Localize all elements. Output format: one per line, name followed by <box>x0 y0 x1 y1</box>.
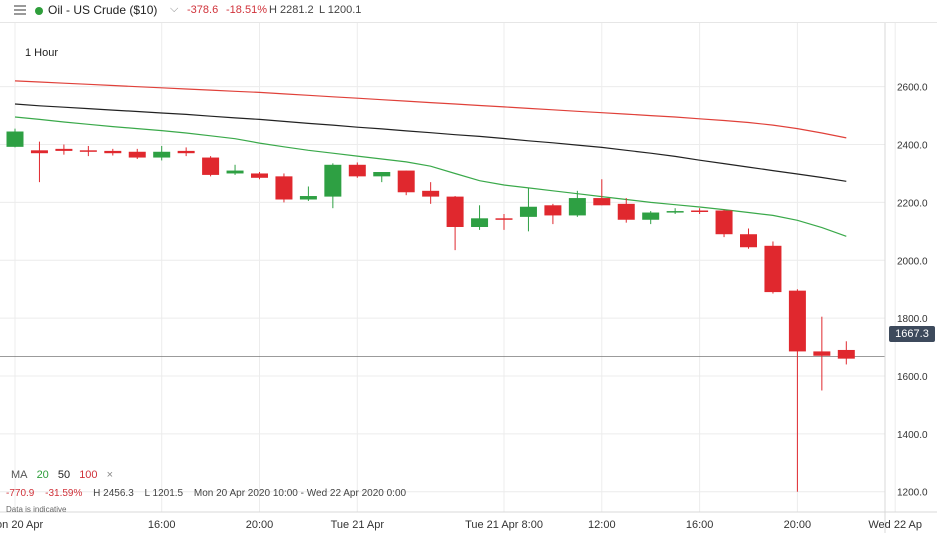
candle-body <box>715 210 733 235</box>
x-tick-label: Tue 21 Apr 8:00 <box>465 519 543 531</box>
moving-averages <box>0 80 885 357</box>
chevron-down-icon[interactable]: ⌵ <box>170 3 179 15</box>
candle-body <box>104 150 122 154</box>
candle-body <box>153 151 171 158</box>
candle-body <box>495 218 513 220</box>
header-change-pct: -18.51% <box>226 4 267 16</box>
candle-body <box>544 205 562 216</box>
x-tick-label: 20:00 <box>246 519 274 531</box>
candle-body <box>30 150 48 154</box>
x-tick-label: Wed 22 Ap <box>868 519 922 531</box>
candle-body <box>691 210 709 212</box>
data-indicative-note: Data is indicative <box>6 505 67 514</box>
ma-20-label[interactable]: 20 <box>36 469 49 481</box>
candle-body <box>617 203 635 220</box>
chart-grid <box>0 23 896 512</box>
candle-body <box>128 151 146 158</box>
market-open-icon <box>35 7 43 15</box>
candlesticks <box>6 128 855 492</box>
candle-body <box>593 198 611 206</box>
ma-100-line <box>14 80 847 139</box>
y-tick-label: 2600.0 <box>897 83 928 94</box>
candle-body <box>79 150 97 152</box>
candle-body <box>251 173 268 178</box>
ma-label: MA <box>11 469 28 481</box>
ma-20-line <box>14 116 847 237</box>
candle-body <box>568 198 586 216</box>
candle-body <box>666 211 684 213</box>
candle-body <box>446 196 464 227</box>
menu-icon[interactable] <box>14 5 26 15</box>
candle-body <box>837 349 855 359</box>
y-tick-label: 1200.0 <box>897 488 928 499</box>
candle-body <box>397 170 415 193</box>
candle-body <box>299 196 317 200</box>
price-axis: 1200.0 1400.0 1600.0 1800.0 2000.0 2200.0 2400… <box>884 23 928 533</box>
candle-body <box>202 157 220 175</box>
y-tick-label: 1600.0 <box>897 372 928 383</box>
x-tick-label: 12:00 <box>588 519 616 531</box>
header-low: L 1200.1 <box>319 4 362 16</box>
range-dates: Mon 20 Apr 2020 10:00 - Wed 22 Apr 2020 … <box>193 488 407 499</box>
header-change: -378.6 <box>187 4 219 16</box>
candle-body <box>324 164 342 197</box>
candle-body <box>6 131 24 147</box>
range-change-pct: -31.59% <box>45 488 83 499</box>
ma-legend: MA 20 50 100 × <box>11 469 119 481</box>
candle-body <box>348 164 366 177</box>
ma-100-label[interactable]: 100 <box>79 469 98 481</box>
time-axis: Mon 20 Apr 16:00 20:00 Tue 21 Apr Tue 21 Apr… <box>0 511 937 531</box>
range-change: -770.9 <box>6 488 35 499</box>
candle-body <box>275 176 293 200</box>
instrument-header: Oil - US Crude ($10) ⌵ -378.6 -18.51% H … <box>0 0 937 23</box>
y-tick-label: 1400.0 <box>897 430 928 441</box>
y-tick-label: 1800.0 <box>897 314 928 325</box>
timeframe-label[interactable]: 1 Hour <box>25 47 59 59</box>
x-tick-label: 20:00 <box>784 519 812 531</box>
ma-50-line <box>14 103 847 182</box>
x-tick-label: 16:00 <box>686 519 714 531</box>
candle-body <box>177 150 195 154</box>
close-icon[interactable]: × <box>106 469 114 481</box>
candle-body <box>788 290 806 352</box>
current-price-tag: 1667.3 <box>889 326 935 342</box>
range-stats: -770.9 -31.59% H 2456.3 L 1201.5 Mon 20 … <box>6 488 414 499</box>
candle-body <box>519 206 537 217</box>
ma-50-label[interactable]: 50 <box>57 469 71 481</box>
x-tick-label: 16:00 <box>148 519 176 531</box>
candle-body <box>740 234 757 248</box>
x-tick-label: Mon 20 Apr <box>0 519 43 531</box>
y-tick-label: 2400.0 <box>897 141 928 152</box>
instrument-name[interactable]: Oil - US Crude ($10) <box>48 3 158 17</box>
range-high: H 2456.3 <box>93 488 134 499</box>
x-tick-label: Tue 21 Apr <box>331 519 385 531</box>
candle-body <box>764 245 782 293</box>
y-tick-label: 2200.0 <box>897 198 928 209</box>
candle-body <box>55 148 73 151</box>
candle-body <box>226 170 244 174</box>
y-tick-label: 2000.0 <box>897 256 928 267</box>
candle-body <box>422 190 440 197</box>
candle-body <box>642 212 660 220</box>
candle-body <box>471 218 489 227</box>
range-low: L 1201.5 <box>144 488 184 499</box>
candle-body <box>373 172 391 177</box>
header-high: H 2281.2 <box>269 4 314 16</box>
candle-body <box>813 351 831 356</box>
